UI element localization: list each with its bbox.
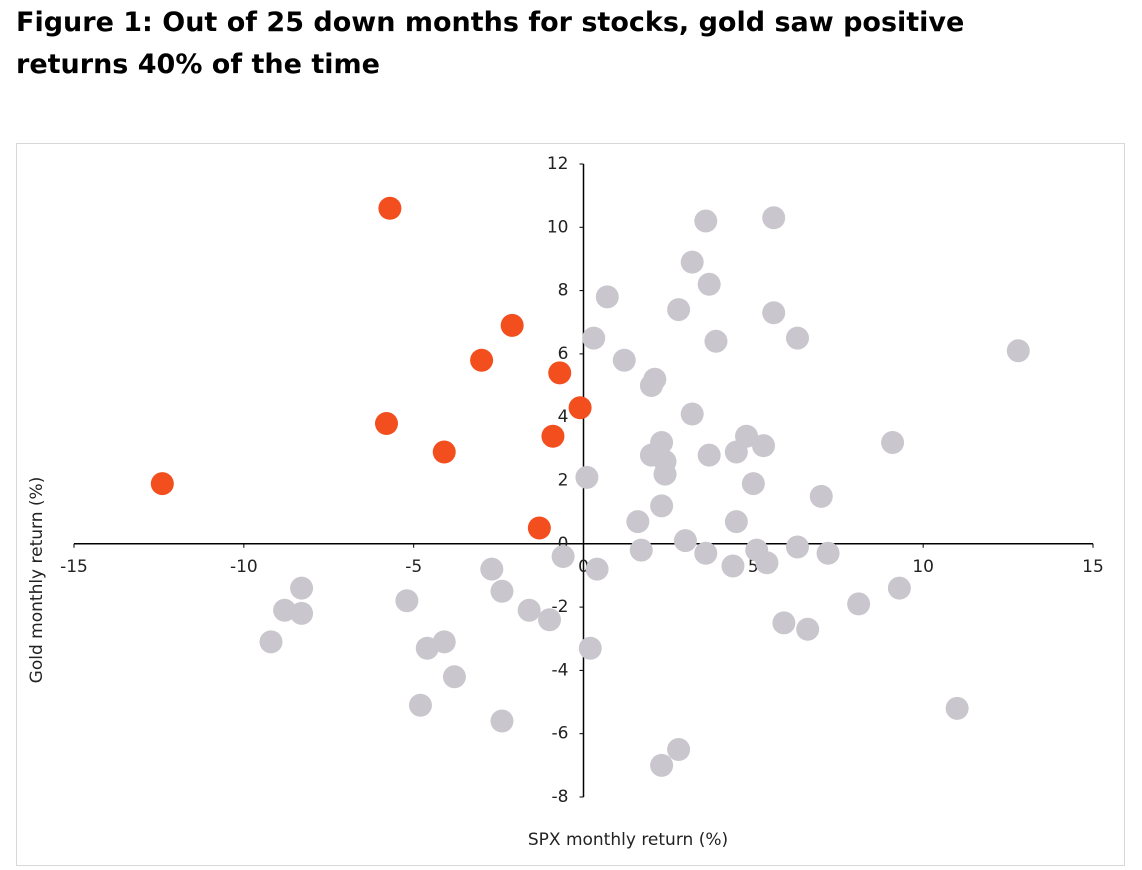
point xyxy=(785,326,809,350)
point xyxy=(650,753,674,777)
point xyxy=(527,516,551,540)
point xyxy=(432,440,456,464)
point xyxy=(772,611,796,635)
point xyxy=(697,443,721,467)
point xyxy=(694,209,718,233)
point xyxy=(578,636,602,660)
point xyxy=(724,440,748,464)
point xyxy=(694,541,718,565)
point xyxy=(881,431,905,455)
point xyxy=(290,601,314,625)
point xyxy=(395,589,419,613)
x-tick-label: 0 xyxy=(578,557,589,577)
plot-frame xyxy=(16,143,1125,866)
x-tick-label: -15 xyxy=(60,557,88,577)
point xyxy=(480,557,504,581)
point xyxy=(259,630,283,654)
point xyxy=(673,529,697,553)
point xyxy=(785,535,809,559)
point xyxy=(680,402,704,426)
point xyxy=(612,348,636,372)
point xyxy=(650,494,674,518)
y-tick-label: 0 xyxy=(558,534,569,554)
x-tick-label: 5 xyxy=(748,557,759,577)
point xyxy=(595,285,619,309)
point xyxy=(847,592,871,616)
point xyxy=(548,361,572,385)
point xyxy=(551,544,575,568)
point xyxy=(721,554,745,578)
y-tick-label: 10 xyxy=(547,217,569,237)
y-tick-label: 6 xyxy=(558,344,569,364)
point xyxy=(432,630,456,654)
point xyxy=(755,551,779,575)
y-tick-label: 8 xyxy=(558,281,569,301)
point xyxy=(541,424,565,448)
point xyxy=(741,472,765,496)
point xyxy=(762,206,786,230)
point xyxy=(470,348,494,372)
y-tick-label: 2 xyxy=(558,471,569,491)
point xyxy=(273,598,297,622)
point xyxy=(667,738,691,762)
point xyxy=(150,472,174,496)
x-tick-label: 15 xyxy=(1082,557,1104,577)
point xyxy=(680,250,704,274)
point xyxy=(490,579,514,603)
point xyxy=(629,538,653,562)
point xyxy=(667,298,691,322)
point xyxy=(378,196,402,220)
point xyxy=(585,557,609,581)
point xyxy=(582,326,606,350)
x-axis-label: SPX monthly return (%) xyxy=(528,830,728,850)
point xyxy=(945,696,969,720)
chart-title: Figure 1: Out of 25 down months for stoc… xyxy=(16,7,965,80)
y-tick-label: -6 xyxy=(552,724,569,744)
point xyxy=(762,301,786,325)
point xyxy=(1006,339,1030,363)
point xyxy=(626,510,650,534)
x-tick-label: -5 xyxy=(405,557,422,577)
point xyxy=(517,598,541,622)
point xyxy=(290,576,314,600)
y-tick-label: -8 xyxy=(552,787,569,807)
point xyxy=(653,462,677,486)
point xyxy=(500,313,524,337)
point xyxy=(887,576,911,600)
point xyxy=(752,434,776,458)
point xyxy=(374,412,398,436)
point xyxy=(575,465,599,489)
point xyxy=(704,329,728,353)
point xyxy=(724,510,748,534)
y-tick-label: -4 xyxy=(552,660,569,680)
point xyxy=(697,272,721,296)
point xyxy=(538,608,562,632)
point xyxy=(816,541,840,565)
x-tick-label: 10 xyxy=(912,557,934,577)
point xyxy=(796,617,820,641)
point xyxy=(490,709,514,733)
point xyxy=(408,693,432,717)
y-tick-label: 12 xyxy=(547,154,569,174)
point xyxy=(568,396,592,420)
y-axis-label: Gold monthly return (%) xyxy=(27,477,47,684)
y-tick-label: 4 xyxy=(558,407,569,427)
point xyxy=(442,665,466,689)
point xyxy=(639,374,663,398)
point xyxy=(809,484,833,508)
x-tick-label: -10 xyxy=(230,557,258,577)
